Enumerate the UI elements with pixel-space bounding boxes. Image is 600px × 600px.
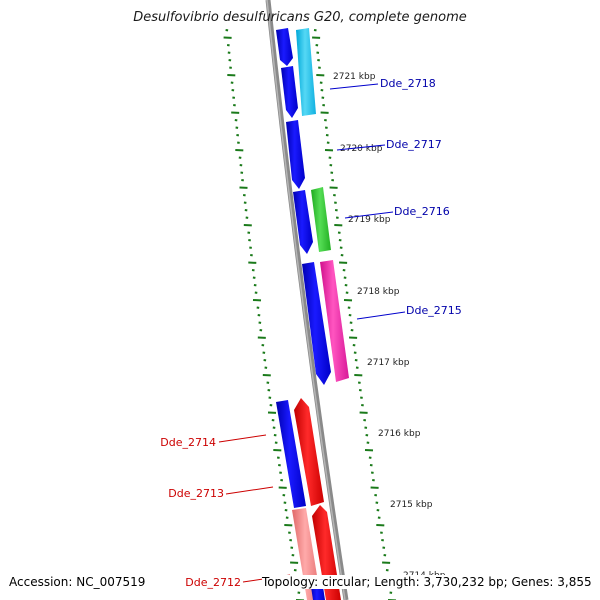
gene-arrow-dde-2713[interactable] (294, 398, 324, 506)
gene-label-dde-2712[interactable]: Dde_2712 (185, 576, 241, 589)
kbp-label: 2716 kbp (378, 429, 421, 439)
kbp-label: 2719 kbp (348, 215, 391, 225)
genome-backbone-highlight (266, 0, 346, 600)
gene-arrow[interactable] (276, 28, 293, 66)
kbp-label: 2718 kbp (357, 287, 400, 297)
genome-stats-text: Topology: circular; Length: 3,730,232 bp… (262, 575, 592, 589)
gene-arrow[interactable] (286, 120, 305, 189)
outer-tick-track (312, 29, 397, 600)
gene-label-leader (225, 486, 274, 495)
gene-label-leader (356, 311, 406, 320)
gene-label-leader (329, 83, 379, 90)
kbp-label-text: 2715 kbp (390, 500, 433, 510)
gene-label-dde-2716[interactable]: Dde_2716 (394, 205, 450, 218)
kbp-label-text: 2721 kbp (333, 72, 376, 82)
gene-label-leader (336, 144, 386, 151)
map-title: Desulfovibrio desulfuricans G20, complet… (133, 10, 467, 25)
gene-label-leader (344, 211, 394, 219)
gene-arrow[interactable] (281, 66, 298, 118)
gene-arrow-dde-2718[interactable] (296, 28, 316, 116)
gene-label-dde-2717[interactable]: Dde_2717 (386, 138, 442, 151)
gene-arrow[interactable] (293, 190, 313, 254)
gene-label-dde-2718[interactable]: Dde_2718 (380, 77, 436, 90)
kbp-label-text: 2719 kbp (348, 215, 391, 225)
gene-label-dde-2715[interactable]: Dde_2715 (406, 304, 462, 317)
gene-label-dde-2713[interactable]: Dde_2713 (168, 487, 224, 500)
gene-arrow-dde-2716[interactable] (311, 187, 331, 252)
kbp-label: 2715 kbp (390, 500, 433, 510)
gene-label-leader (218, 434, 267, 443)
kbp-label: 2721 kbp (333, 72, 376, 82)
kbp-label-text: 2718 kbp (357, 287, 400, 297)
gene-arrow-dde-2715[interactable] (320, 260, 349, 382)
gene-label-dde-2714[interactable]: Dde_2714 (160, 436, 216, 449)
gene-arrow[interactable] (302, 262, 331, 385)
genome-backbone (265, 0, 349, 600)
kbp-label-text: 2717 kbp (367, 358, 410, 368)
gene-arrow-dde-2714[interactable] (276, 400, 306, 508)
kbp-label-text: 2720 kbp (340, 144, 383, 154)
accession-text: Accession: NC_007519 (9, 575, 146, 589)
kbp-label: 2720 kbp (340, 144, 383, 154)
kbp-label: 2717 kbp (367, 358, 410, 368)
kbp-label-text: 2716 kbp (378, 429, 421, 439)
